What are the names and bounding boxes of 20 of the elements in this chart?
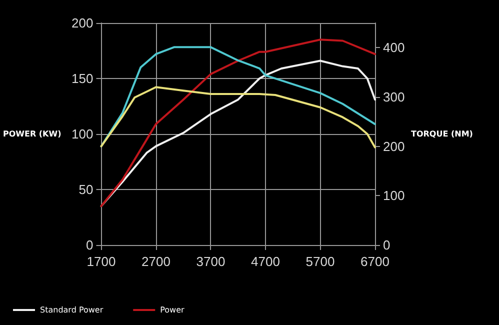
x-tick-label: 1700 <box>86 254 116 269</box>
x-tick-label: 4700 <box>251 254 280 269</box>
x-tick-label: 6700 <box>360 254 390 269</box>
y2-tick-label: 400 <box>383 40 405 56</box>
legend-label: Power <box>160 306 186 314</box>
y-tick-label: 100 <box>72 126 94 142</box>
y-tick-label: 0 <box>86 238 94 252</box>
y2-axis-title: TORQUE (NM) <box>411 130 473 138</box>
x-tick-label: 2700 <box>142 254 170 269</box>
y-tick-label: 50 <box>78 182 94 197</box>
y-tick-label: 200 <box>72 16 94 30</box>
y2-tick-label: 300 <box>383 90 405 104</box>
x-tick-label: 3700 <box>196 254 226 269</box>
y2-tick-label: 0 <box>383 238 390 252</box>
legend-label: Standard Power <box>40 306 104 314</box>
x-tick-label: 5700 <box>306 254 335 269</box>
y-axis-title: POWER (KW) <box>3 130 62 138</box>
y-tick-label: 150 <box>72 71 94 86</box>
y2-tick-label: 200 <box>383 138 405 154</box>
y2-tick-label: 100 <box>383 188 405 204</box>
